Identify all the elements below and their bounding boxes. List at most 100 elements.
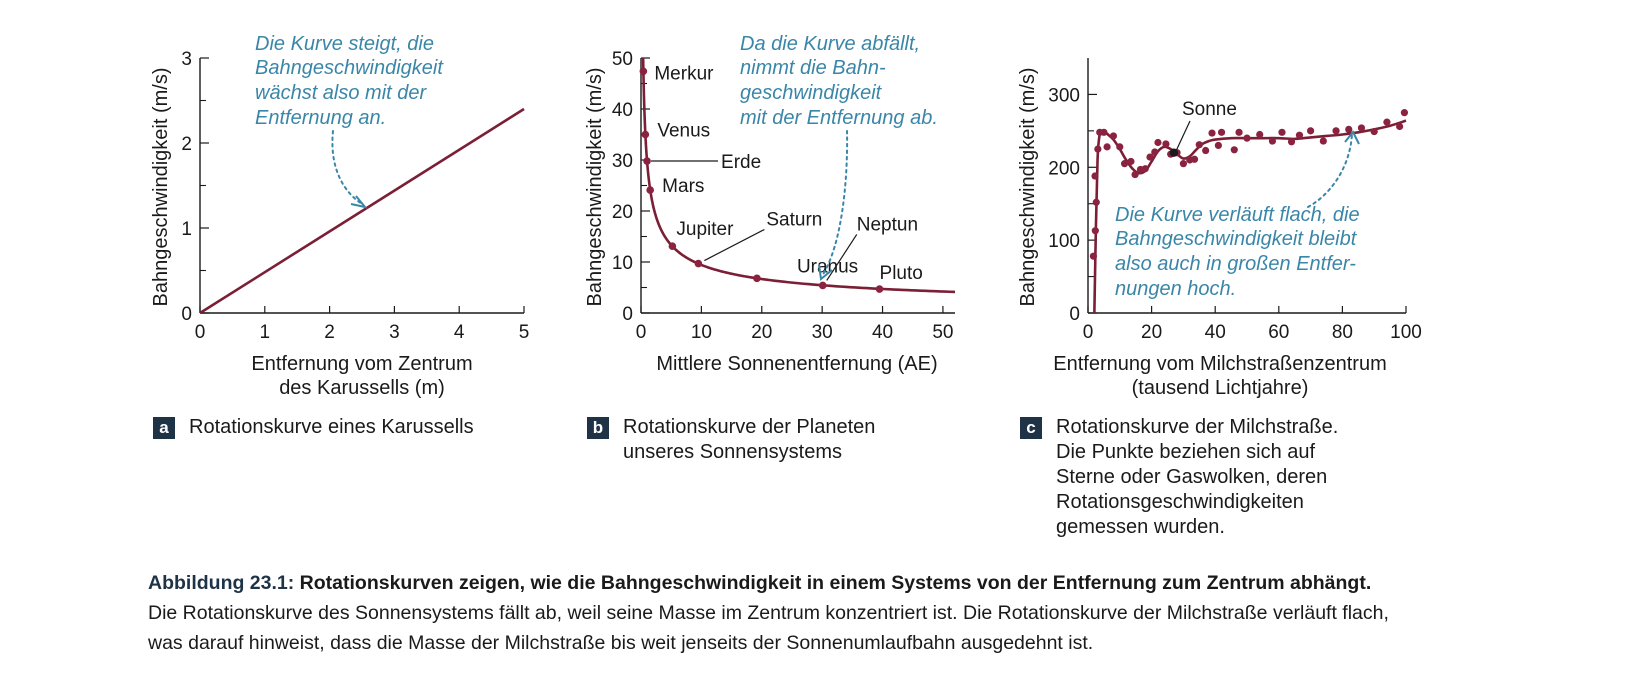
chart-b-annotation: Da die Kurve abfällt, nimmt die Bahn- ge… <box>740 33 938 281</box>
chart-a-annotation-arrowhead <box>350 195 368 209</box>
chart-b-y-tick-label: 50 <box>612 49 633 70</box>
chart-b-point-saturn <box>694 259 703 268</box>
chart-c-point <box>1154 138 1162 147</box>
chart-c-ylabel: Bahngeschwindigkeit (m/s) <box>1017 68 1039 307</box>
caption-c-line2: Die Punkte beziehen sich auf <box>1056 441 1316 463</box>
chart-c-xlabel-line2: (tausend Lichtjahre) <box>1132 377 1309 399</box>
chart-c-point <box>1208 129 1216 137</box>
caption-a-letter: a <box>153 417 175 439</box>
chart-a-annotation-arrow <box>331 130 363 205</box>
chart-c-x-tick-label: 0 <box>1083 322 1094 343</box>
chart-c-annotation-line1: Die Kurve verläuft flach, die <box>1115 204 1360 226</box>
chart-c-point <box>1100 128 1108 136</box>
chart-c-point <box>1089 252 1098 260</box>
chart-c-point <box>1400 109 1409 117</box>
chart-a-xlabel-line2: des Karussells (m) <box>279 377 445 399</box>
chart-b-x-tick-label: 20 <box>751 322 772 343</box>
chart-c-point <box>1357 124 1366 132</box>
caption-b-letter: b <box>587 417 609 439</box>
chart-c-annotation-line3: also auch in großen Entfer- <box>1115 253 1356 275</box>
chart-c-y-tick-label: 100 <box>1048 231 1080 252</box>
chart-a-annotation-line3: wächst also mit der <box>255 82 428 104</box>
chart-a-xlabel-line1: Entfernung vom Zentrum <box>251 353 472 375</box>
chart-c-point <box>1116 143 1124 151</box>
chart-b-x-tick-label: 30 <box>812 322 833 343</box>
chart-c-point <box>1151 148 1159 156</box>
chart-c-point <box>1268 137 1277 145</box>
chart-c-point <box>1307 127 1315 135</box>
chart-c: 0 20 40 60 80 100 0 100 200 300 Entfernung vom Mi… <box>1017 58 1422 399</box>
chart-b-annotation-line1: Da die Kurve abfällt, <box>740 33 920 55</box>
chart-b-curve <box>641 57 956 294</box>
caption-a-text: Rotationskurve eines Karussells <box>189 415 474 440</box>
figure-caption: Abbildung 23.1: Rotationskurven zeigen, … <box>148 568 1448 658</box>
chart-b-point-mars <box>646 186 654 194</box>
chart-b-label-erde: Erde <box>721 152 761 173</box>
chart-c-x-tick-label: 100 <box>1390 322 1422 343</box>
chart-c-plot: 0 20 40 60 80 100 0 100 200 300 <box>1048 58 1422 343</box>
chart-c-point <box>1092 198 1100 206</box>
chart-b-label-venus: Venus <box>657 121 710 142</box>
chart-c-point <box>1230 146 1238 154</box>
chart-c-x-tick-label: 60 <box>1268 322 1289 343</box>
chart-c-sun-leader <box>1175 120 1191 152</box>
chart-c-y-tick-label: 300 <box>1048 85 1080 106</box>
chart-c-point <box>1190 155 1199 163</box>
chart-c-annotation: Die Kurve verläuft flach, die Bahngeschw… <box>1115 130 1360 300</box>
chart-b-label-pluto: Pluto <box>880 263 923 284</box>
chart-b-annotation-arrow <box>821 130 849 277</box>
chart-a-annotation-line2: Bahngeschwindigkeit <box>255 57 444 79</box>
chart-c-point <box>1094 145 1102 153</box>
chart-b-y-tick-label: 10 <box>612 253 633 274</box>
chart-b-y-tick-label: 30 <box>612 151 633 172</box>
chart-a-annotation-line1: Die Kurve steigt, die <box>255 33 434 55</box>
chart-c-point <box>1217 128 1226 136</box>
chart-c-x-tick-label: 40 <box>1205 322 1226 343</box>
chart-b: 0 10 20 30 40 50 0 10 20 30 40 50 Mittlere Sonnenen… <box>584 33 956 375</box>
chart-c-point <box>1202 146 1210 155</box>
caption-c-line1: Rotationskurve der Milchstraße. <box>1056 416 1339 438</box>
caption-a-line1: Rotationskurve eines Karussells <box>189 416 474 438</box>
chart-c-point <box>1278 128 1286 136</box>
chart-c-point <box>1195 141 1203 149</box>
chart-c-point <box>1103 143 1111 151</box>
chart-c-point <box>1162 140 1170 148</box>
caption-a: a Rotationskurve eines Karussells <box>153 415 474 440</box>
caption-b-line1: Rotationskurve der Planeten <box>623 416 876 438</box>
caption-c: c Rotationskurve der Milchstraße. Die Pu… <box>1020 415 1338 540</box>
chart-c-point <box>1120 160 1129 168</box>
caption-c-line4: Rotationsgeschwindigkeiten <box>1056 491 1304 513</box>
chart-c-sun-label: Sonne <box>1182 99 1237 120</box>
chart-b-point-jupiter <box>668 242 677 250</box>
chart-b-label-mars: Mars <box>662 176 704 197</box>
figure-caption-heading-line: Abbildung 23.1: Rotationskurven zeigen, … <box>148 568 1448 598</box>
chart-b-x-tick-label: 0 <box>636 322 647 343</box>
chart-b-annotation-line4: mit der Entfernung ab. <box>740 107 938 129</box>
chart-b-point-merkur <box>639 67 648 76</box>
chart-c-y-tick-label: 200 <box>1048 158 1080 179</box>
chart-c-point <box>1146 153 1154 161</box>
chart-b-y-tick-label: 20 <box>612 202 633 223</box>
chart-b-leader-neptun <box>826 234 858 281</box>
chart-c-point <box>1141 165 1149 173</box>
chart-a-ylabel: Bahngeschwindigkeit (m/s) <box>150 68 172 307</box>
chart-b-annotation-line3: geschwindigkeit <box>740 82 883 104</box>
chart-c-point <box>1091 227 1099 235</box>
figure-caption-body-line1: Die Rotationskurve des Sonnensystems fäl… <box>148 602 1389 624</box>
chart-b-x-tick-label: 50 <box>932 322 953 343</box>
figure-caption-body-line2: was darauf hinweist, dass die Masse der … <box>148 632 1094 654</box>
caption-c-line5: gemessen wurden. <box>1056 516 1225 538</box>
figure-number: Abbildung 23.1: <box>148 572 295 594</box>
chart-a-y-tick-label: 1 <box>181 219 192 240</box>
chart-b-annotation-arrowhead <box>818 264 833 281</box>
chart-b-point-uranus <box>753 274 761 283</box>
chart-a: 0 1 2 3 4 5 0 1 2 3 Entfernung vom Zentrum des Ka… <box>150 33 530 399</box>
caption-b-text: Rotationskurve der Planeten unseres Sonn… <box>623 415 875 465</box>
chart-a-annotation-line4: Entfernung an. <box>255 107 386 129</box>
chart-b-point-neptun <box>818 281 827 290</box>
chart-a-x-tick-label: 5 <box>519 322 530 343</box>
chart-b-xlabel: Mittlere Sonnenentfernung (AE) <box>656 353 937 375</box>
chart-c-point <box>1396 122 1404 131</box>
caption-c-text: Rotationskurve der Milchstraße. Die Punk… <box>1056 415 1338 540</box>
chart-c-point <box>1127 157 1135 166</box>
